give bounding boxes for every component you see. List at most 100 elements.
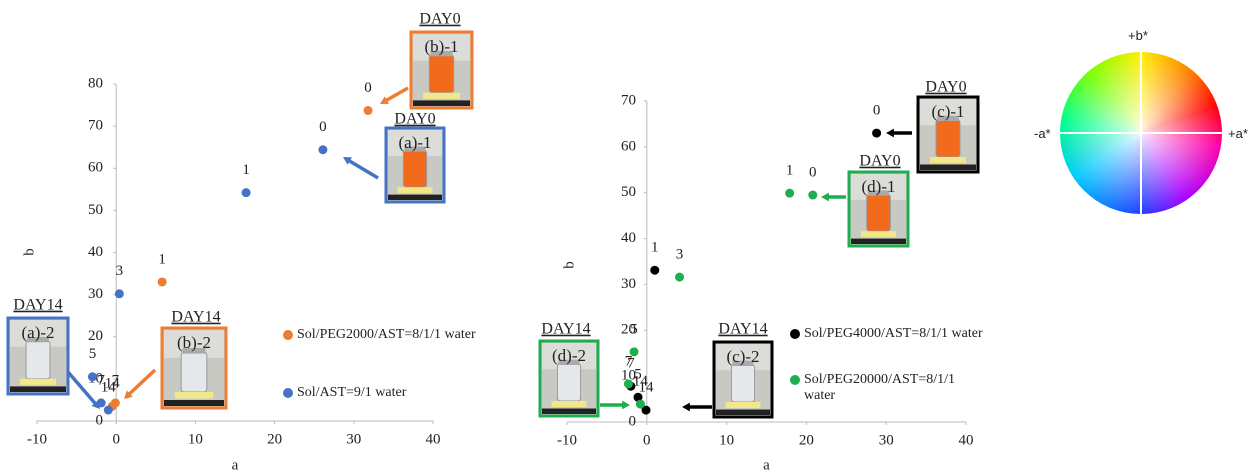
y-tick-label: 30 [621, 276, 636, 292]
y-tick-label: 70 [621, 92, 636, 108]
point-label: 5 [89, 346, 97, 362]
inset-base [542, 408, 596, 414]
inset-tag [725, 402, 761, 408]
inset-day: DAY0 [925, 79, 966, 96]
point-label: 5 [634, 367, 642, 383]
arrow [384, 86, 409, 103]
legend-label: Sol/PEG2000/AST=8/1/1 water [297, 327, 476, 342]
x-axis-label: a [763, 457, 770, 473]
point [318, 145, 328, 155]
point [635, 399, 645, 409]
inset-base [10, 386, 66, 392]
inset-tag [423, 92, 460, 99]
y-tick-label: 60 [88, 160, 103, 176]
arrow [127, 368, 157, 397]
point-label: 3 [676, 247, 684, 263]
point-label: 7 [112, 372, 120, 388]
point-label: 14 [633, 374, 649, 390]
x-tick-label: 0 [643, 432, 651, 448]
y-tick-label: 50 [88, 202, 103, 218]
x-tick-label: 20 [267, 431, 282, 447]
inset-vial [935, 119, 961, 158]
legend-label: Sol/PEG4000/AST=8/1/1 water [804, 326, 983, 341]
inset-tag [397, 187, 433, 194]
legend-swatch [790, 375, 800, 385]
point [114, 289, 124, 299]
point [633, 392, 643, 402]
arrow-head [622, 400, 630, 410]
y-tick-label: 0 [629, 413, 637, 429]
point [641, 405, 651, 415]
inset-base [851, 238, 906, 244]
point [241, 188, 251, 198]
y-tick-label: 40 [88, 244, 103, 260]
point-label: 1 [786, 163, 794, 179]
y-tick-label: 30 [88, 286, 103, 302]
x-tick-label: 0 [112, 431, 120, 447]
x-tick-label: -10 [557, 432, 577, 448]
y-axis-label: b [21, 248, 37, 256]
point [808, 190, 818, 200]
point-label: 7 [627, 356, 635, 372]
y-tick-label: 20 [621, 322, 636, 338]
inset-cap [430, 51, 453, 57]
inset-label: (b)-1 [425, 37, 459, 56]
wheel-label: -a* [1034, 126, 1051, 141]
inset-vial [428, 54, 455, 94]
inset-vial [402, 149, 428, 188]
inset-tag [20, 378, 56, 385]
legend-swatch [283, 388, 293, 398]
inset-cap [732, 360, 754, 366]
y-tick-label: 20 [88, 328, 103, 344]
x-tick-label: 10 [719, 432, 734, 448]
y-tick-label: 40 [621, 230, 636, 246]
inset-tag [551, 401, 587, 407]
arrow [347, 158, 379, 180]
y-tick-label: 0 [96, 412, 104, 428]
inset-base [920, 164, 976, 170]
inset-base [164, 400, 224, 406]
inset-day: DAY0 [859, 153, 900, 170]
legend-swatch [283, 330, 293, 340]
point-label: 1 [651, 240, 659, 256]
point-label: 14 [639, 380, 655, 396]
x-axis-label: a [232, 457, 239, 473]
arrow-head [682, 402, 690, 412]
arrow-head [380, 96, 389, 104]
inset-vial [730, 364, 756, 403]
legend-item: Sol/AST=9/1 water [283, 385, 482, 401]
x-tick-label: 30 [346, 431, 361, 447]
inset-cap [558, 359, 580, 365]
legend-item: Sol/PEG20000/AST=8/1/1 water [790, 372, 989, 404]
inset-vial [866, 193, 891, 232]
inset-day: DAY0 [394, 111, 435, 128]
point [650, 265, 660, 275]
inset-label: (a)-1 [398, 133, 431, 152]
point-label: 1 [158, 251, 166, 267]
inset-tag [930, 157, 966, 163]
inset-label: (c)-1 [931, 102, 964, 121]
point-label: 1 [242, 162, 250, 178]
inset-tag [860, 231, 897, 238]
point [785, 188, 795, 198]
y-tick-label: 70 [88, 118, 103, 134]
color-wheel [1060, 52, 1222, 214]
x-tick-label: 40 [426, 431, 441, 447]
inset-label: (c)-2 [726, 347, 759, 366]
wheel-label: +a* [1228, 126, 1248, 141]
legend-label: Sol/PEG20000/AST=8/1/1 water [804, 372, 956, 403]
inset-cap [867, 190, 890, 196]
inset-day: DAY14 [171, 309, 220, 326]
point-label: 14 [105, 376, 121, 392]
arrow [66, 370, 98, 406]
y-axis-label: b [561, 261, 577, 269]
inset-cap [182, 348, 206, 354]
point-label: 14 [101, 379, 117, 395]
inset-base [388, 194, 442, 200]
legend-swatch [790, 329, 800, 339]
point-label: 3 [116, 263, 124, 279]
inset-vial [180, 351, 208, 393]
inset-label: (b)-2 [177, 333, 211, 352]
inset-day: DAY14 [541, 321, 590, 338]
point [157, 277, 167, 287]
